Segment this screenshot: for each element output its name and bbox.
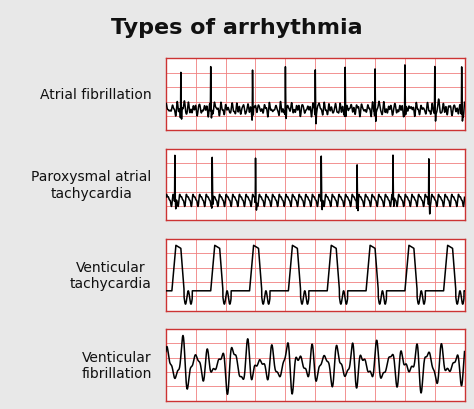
Text: Venticular
tachycardia: Venticular tachycardia: [70, 260, 152, 290]
Text: Venticular
fibrillation: Venticular fibrillation: [82, 350, 152, 380]
Text: Atrial fibrillation: Atrial fibrillation: [40, 88, 152, 102]
Text: Types of arrhythmia: Types of arrhythmia: [111, 18, 363, 38]
Text: Paroxysmal atrial
tachycardia: Paroxysmal atrial tachycardia: [31, 170, 152, 200]
